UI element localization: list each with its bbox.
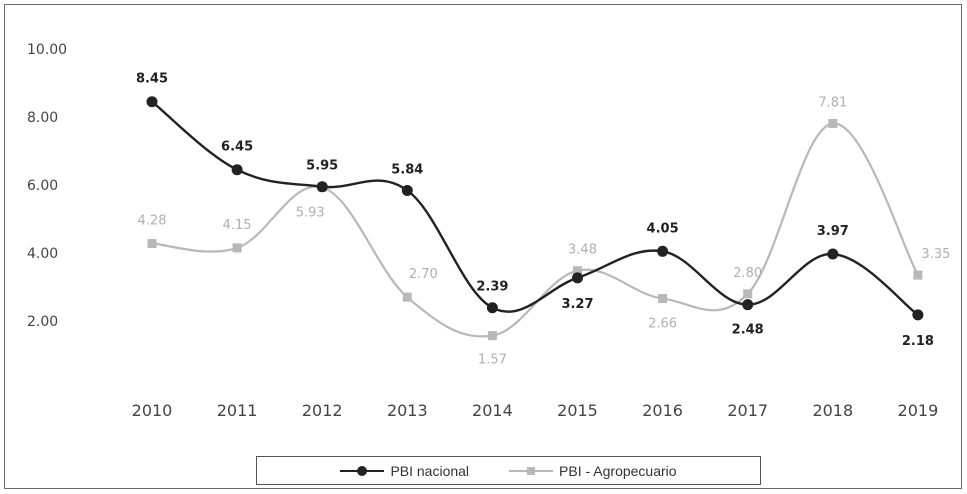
series-line-pbi-agropecuario (151, 122, 919, 338)
point-pbi-agropecuario (743, 289, 753, 299)
legend-label-pbi-agropecuario: PBI - Agropecuario (559, 462, 677, 479)
data-label-pbi-nacional: 3.27 (561, 297, 593, 312)
data-label-pbi-agropecuario: 5.93 (296, 205, 325, 220)
point-pbi-agropecuario (658, 294, 668, 304)
x-tick-label: 2016 (642, 401, 683, 420)
x-tick-label: 2013 (387, 401, 428, 420)
point-pbi-nacional (742, 299, 754, 311)
point-pbi-nacional (827, 248, 839, 260)
x-tick-label: 2015 (557, 401, 598, 420)
y-tick-label: 8.00 (27, 110, 58, 126)
data-label-pbi-agropecuario: 2.70 (409, 267, 438, 282)
point-pbi-agropecuario (487, 331, 497, 341)
series-line-pbi-nacional (151, 100, 919, 316)
point-pbi-nacional (401, 184, 413, 196)
x-tick-label: 2011 (217, 401, 258, 420)
legend-item-pbi-agropecuario: PBI - Agropecuario (509, 463, 677, 479)
x-tick-label: 2018 (812, 401, 853, 420)
point-pbi-agropecuario (913, 270, 923, 280)
data-label-pbi-nacional: 2.39 (476, 280, 508, 295)
data-label-pbi-nacional: 8.45 (136, 72, 168, 87)
x-tick-label: 2012 (302, 401, 343, 420)
point-pbi-nacional (912, 309, 924, 321)
x-tick-label: 2010 (132, 401, 173, 420)
y-tick-label: 6.00 (27, 178, 58, 194)
line-chart: 2.00 4.00 6.00 8.00 10.00 2010 2011 2012 2013 201… (27, 42, 950, 420)
point-pbi-nacional (316, 181, 328, 193)
data-label-pbi-nacional: 2.48 (732, 323, 764, 338)
data-label-pbi-agropecuario: 3.48 (568, 243, 597, 258)
data-label-pbi-nacional: 5.84 (391, 162, 423, 177)
point-pbi-agropecuario (147, 238, 157, 248)
data-label-pbi-nacional: 5.95 (306, 159, 338, 174)
point-pbi-nacional (572, 272, 583, 284)
point-pbi-agropecuario (828, 118, 838, 128)
x-tick-label: 2017 (727, 401, 768, 420)
data-label-pbi-agropecuario: 4.28 (138, 213, 167, 228)
point-pbi-nacional (657, 245, 669, 257)
chart-legend: PBI nacional PBI - Agropecuario (256, 456, 761, 485)
data-label-pbi-agropecuario: 1.57 (478, 353, 507, 368)
legend-swatch-pbi-nacional (340, 465, 385, 477)
legend-label-pbi-nacional: PBI nacional (390, 462, 470, 479)
data-label-pbi-agropecuario: 4.15 (223, 218, 252, 233)
y-tick-label: 2.00 (27, 314, 58, 330)
data-label-pbi-nacional: 4.05 (647, 221, 679, 236)
legend-swatch-pbi-agropecuario (509, 465, 554, 477)
data-label-pbi-nacional: 2.18 (902, 334, 934, 349)
x-tick-label: 2019 (898, 401, 939, 420)
data-label-pbi-agropecuario: 2.80 (733, 266, 762, 281)
y-tick-label: 4.00 (27, 246, 58, 262)
point-pbi-agropecuario (232, 243, 242, 253)
point-pbi-agropecuario (573, 266, 582, 276)
data-label-pbi-agropecuario: 7.81 (818, 95, 847, 110)
data-label-pbi-agropecuario: 2.66 (648, 317, 677, 332)
point-pbi-nacional (231, 164, 243, 176)
chart-frame: 2.00 4.00 6.00 8.00 10.00 2010 2011 2012 2013 201… (4, 4, 962, 489)
x-tick-label: 2014 (472, 401, 513, 420)
data-label-pbi-nacional: 6.45 (221, 140, 253, 155)
data-label-pbi-agropecuario: 3.35 (921, 247, 950, 262)
y-tick-label: 10.00 (27, 42, 67, 58)
point-pbi-nacional (486, 302, 498, 314)
legend-item-pbi-nacional: PBI nacional (340, 463, 469, 479)
point-pbi-agropecuario (402, 292, 412, 302)
point-pbi-nacional (146, 96, 158, 108)
data-label-pbi-nacional: 3.97 (817, 224, 849, 239)
